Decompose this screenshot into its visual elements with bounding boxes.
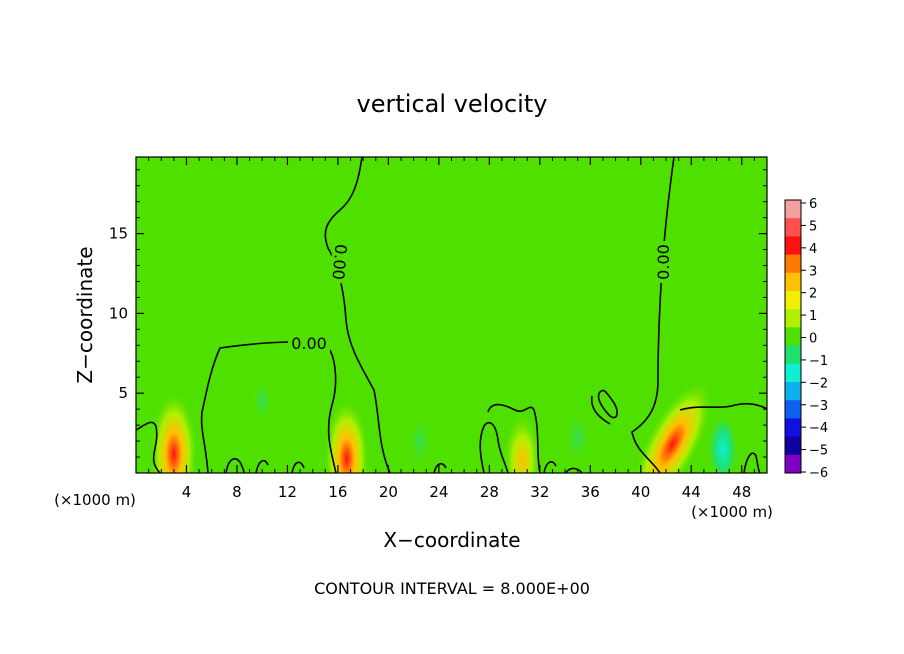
x-tick-label: 28	[480, 483, 499, 501]
footer-text: CONTOUR INTERVAL = 8.000E+00	[314, 579, 590, 598]
colorbar-swatch	[785, 218, 801, 237]
x-tick-label: 16	[328, 483, 347, 501]
colorbar-tick-label: 2	[809, 287, 817, 302]
colorbar-tick-label: 4	[809, 242, 817, 257]
contour-lines	[136, 157, 767, 473]
contour-label: 0.00	[328, 243, 350, 280]
feature-blob-0	[150, 390, 198, 473]
x-unit-right: (×1000 m)	[691, 503, 773, 521]
x-axis-label: X−coordinate	[383, 528, 520, 552]
contour-line	[631, 157, 675, 473]
colorbar-swatch	[785, 345, 801, 365]
contour-line	[565, 467, 583, 473]
y-tick-label: 10	[109, 304, 128, 322]
colorbar-tick-label: −3	[809, 399, 828, 414]
y-tick-label: 5	[118, 384, 128, 402]
colorbar-swatch	[785, 291, 801, 310]
contour-label-bg	[654, 241, 672, 283]
colorbar-tick-label: 6	[809, 197, 817, 212]
colorbar-tick-label: −4	[809, 421, 828, 436]
y-tick-label: 15	[109, 225, 128, 243]
colorbar-swatch	[785, 200, 801, 219]
contour-line	[200, 341, 293, 473]
contour-line	[479, 421, 509, 473]
contour-label: 0.00	[291, 334, 327, 353]
contour-line	[679, 402, 767, 411]
x-tick-label: 32	[530, 483, 549, 501]
x-tick-label: 36	[581, 483, 600, 501]
colorbar-swatch	[785, 236, 801, 256]
colorbar-tick-label: −6	[809, 466, 828, 481]
feature-blob-6	[407, 415, 433, 468]
contour-line	[136, 421, 161, 473]
contour-line	[291, 461, 305, 473]
colorbar-swatch	[785, 418, 801, 438]
y-axis-label: Z−coordinate	[73, 246, 97, 383]
colorbar-swatch	[785, 363, 801, 383]
x-tick-label: 44	[682, 483, 701, 501]
contour-label-bg	[288, 334, 330, 352]
colorbar-tick-label: 3	[809, 264, 817, 279]
colorbar-frame	[784, 199, 802, 474]
contour-line	[597, 389, 618, 419]
colorbar: 6 5 4 3 2 1 0 −1 −2 −3 −4 −5 −6	[784, 197, 828, 481]
chart-title: vertical velocity	[357, 90, 548, 118]
x-unit-left: (×1000 m)	[54, 491, 136, 509]
x-tick-label: 40	[631, 483, 650, 501]
contour-line	[433, 462, 447, 473]
feature-blob-4	[707, 413, 739, 473]
colorbar-swatch	[785, 400, 801, 419]
feature-blob-5	[564, 409, 591, 466]
feature-blob-3	[631, 380, 713, 473]
colorbar-tick-label: 0	[809, 332, 817, 347]
x-tick-label: 12	[278, 483, 297, 501]
features-layer	[150, 379, 739, 473]
contour-line	[743, 452, 761, 473]
contour-line	[590, 395, 611, 425]
x-tick-label: 20	[379, 483, 398, 501]
contour-line	[543, 461, 557, 473]
x-tick-label: 48	[732, 483, 751, 501]
colorbar-swatch	[785, 436, 801, 456]
contour-line	[225, 458, 245, 473]
contour-line	[327, 349, 337, 473]
colorbar-tick-label: −5	[809, 444, 828, 459]
colorbar-swatch	[785, 272, 801, 292]
colorbar-tick-label: −2	[809, 376, 828, 391]
feature-blob-7	[251, 379, 274, 424]
x-tick-label: 24	[429, 483, 448, 501]
colorbar-swatch	[785, 254, 801, 274]
field: 0.00 0.00 0.00	[136, 157, 767, 473]
contour-line	[255, 459, 269, 473]
contour-line	[487, 403, 541, 473]
colorbar-swatch	[785, 309, 801, 328]
contour-label-bg	[329, 240, 351, 284]
contour-line	[324, 157, 391, 473]
colorbar-swatch	[785, 382, 801, 401]
colorbar-tick-label: 5	[809, 219, 817, 234]
contour-labels: 0.00 0.00 0.00	[288, 240, 673, 353]
contour-label: 0.00	[654, 244, 673, 280]
colorbar-swatch	[785, 454, 801, 474]
colorbar-tick-label: −1	[809, 354, 828, 369]
feature-blob-1	[324, 398, 370, 473]
colorbar-tick-label: 1	[809, 309, 817, 324]
x-tick-label: 8	[232, 483, 242, 501]
x-tick-label: 4	[182, 483, 192, 501]
feature-blob-2	[503, 412, 542, 473]
colorbar-swatch	[785, 327, 801, 347]
